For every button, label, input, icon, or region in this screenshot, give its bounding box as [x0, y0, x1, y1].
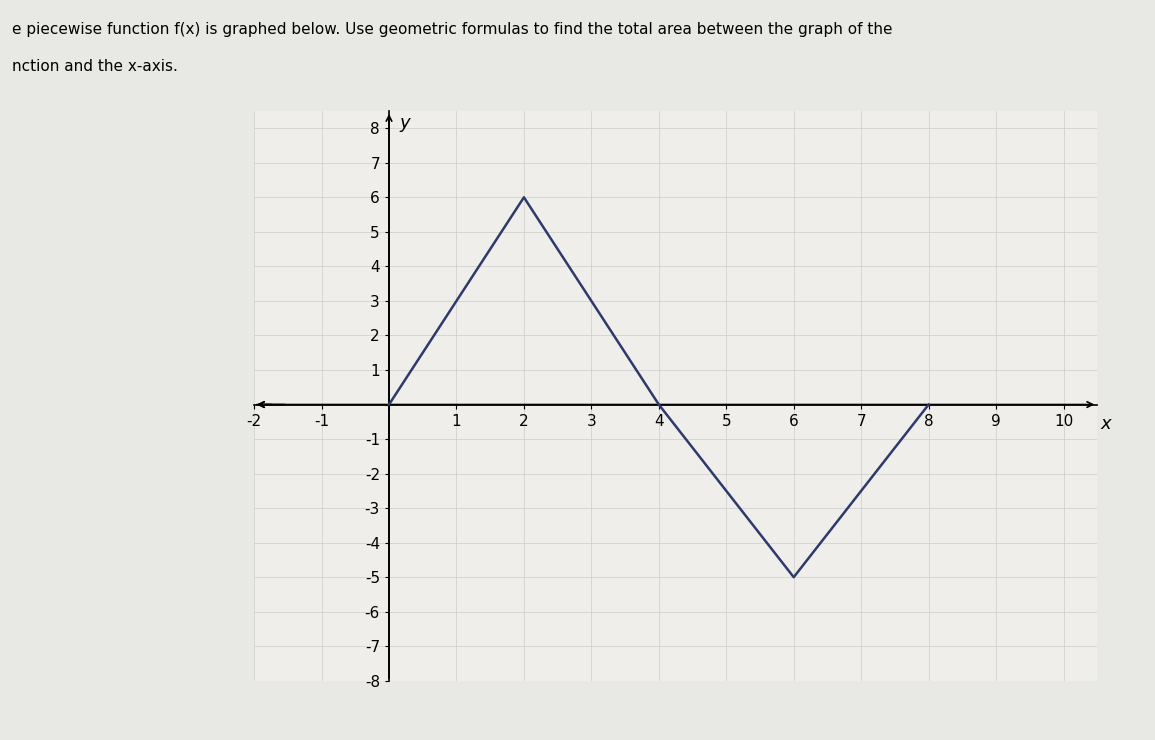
Text: e piecewise function f(x) is graphed below. Use geometric formulas to find the t: e piecewise function f(x) is graphed bel…	[12, 22, 892, 37]
Text: y: y	[400, 115, 410, 132]
Text: x: x	[1101, 415, 1111, 433]
Text: nction and the x-axis.: nction and the x-axis.	[12, 59, 178, 74]
